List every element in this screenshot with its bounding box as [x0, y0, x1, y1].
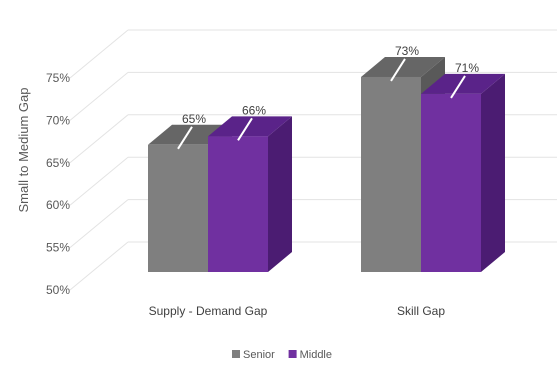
- bar-top-senior: [361, 56, 445, 77]
- bar-top-middle: [421, 73, 505, 94]
- legend-label-senior: Senior: [243, 349, 275, 361]
- data-label-leader: [177, 126, 193, 150]
- y-tick-labels: 50% 55% 60% 65% 70% 75%: [46, 71, 70, 297]
- category-label: Supply - Demand Gap: [149, 304, 268, 318]
- gridline-side: [69, 114, 129, 164]
- legend-label-middle: Middle: [300, 349, 332, 361]
- data-label-leader: [450, 75, 466, 99]
- category-labels: Supply - Demand Gap Skill Gap: [149, 304, 446, 318]
- y-tick-label: 55%: [46, 241, 70, 255]
- y-tick-label: 60%: [46, 198, 70, 212]
- y-axis-label: Small to Medium Gap: [16, 88, 31, 213]
- bar-middle: [421, 93, 481, 272]
- y-tick-label: 65%: [46, 156, 70, 170]
- data-label-leader: [237, 117, 253, 141]
- legend-swatch-senior: [232, 350, 240, 358]
- y-tick-label: 50%: [46, 283, 70, 297]
- data-label-leader: [390, 58, 406, 82]
- legend: Senior Middle: [232, 349, 332, 361]
- bar-side-middle: [268, 116, 292, 272]
- bar-senior: [361, 76, 421, 273]
- data-label: 73%: [395, 44, 419, 58]
- gridline-side: [69, 199, 129, 248]
- category-label: Skill Gap: [397, 304, 445, 318]
- gridline-side: [69, 156, 129, 206]
- gridline-side: [69, 72, 129, 121]
- bar-top-middle: [208, 116, 292, 137]
- gridline-side: [69, 29, 129, 79]
- bar-middle: [208, 136, 268, 272]
- y-tick-label: 75%: [46, 71, 70, 85]
- bars: 65% 66% 73% 71%: [148, 44, 505, 273]
- bar-senior: [148, 144, 208, 272]
- bar-side-middle: [481, 73, 505, 272]
- data-label: 66%: [242, 103, 266, 117]
- data-label: 65%: [182, 112, 206, 126]
- y-tick-label: 70%: [46, 113, 70, 127]
- legend-swatch-middle: [288, 350, 297, 358]
- gridline-side: [69, 241, 129, 291]
- data-label: 71%: [455, 61, 479, 75]
